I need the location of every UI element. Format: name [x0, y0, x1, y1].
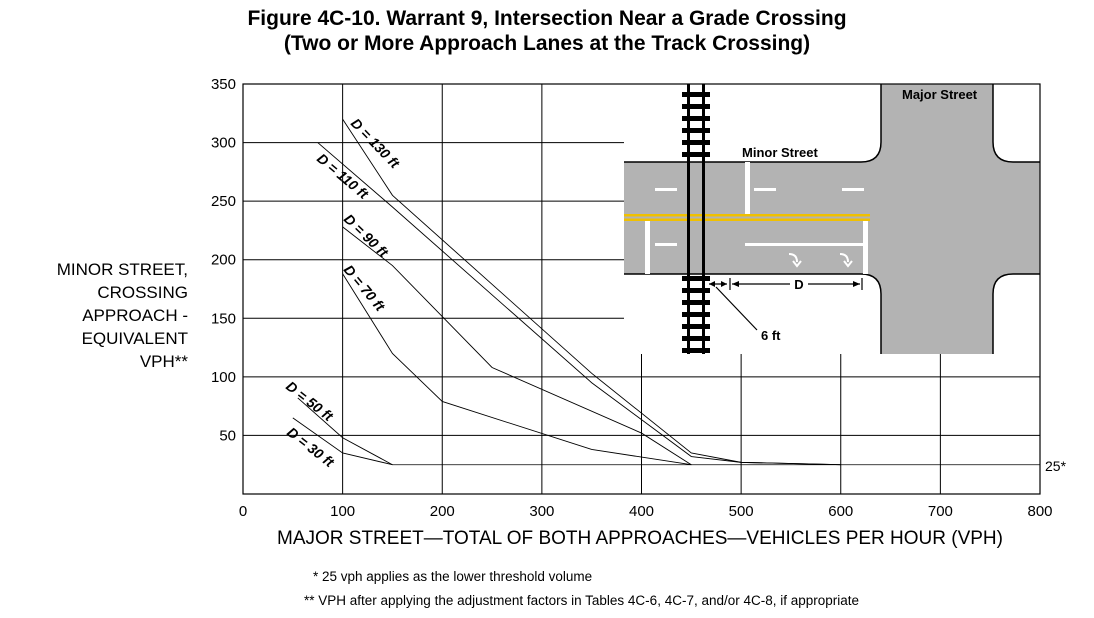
x-tick-label: 600 — [828, 503, 853, 520]
series-line-1 — [317, 142, 841, 466]
threshold-label: 25* — [1045, 458, 1067, 474]
right-turn-arrow-icon — [788, 253, 798, 263]
series-label-1: D = 110 ft — [314, 150, 372, 203]
y-tick-label: 250 — [211, 193, 236, 210]
series-label-0: D = 130 ft — [348, 115, 404, 172]
plot-frame — [242, 83, 1041, 495]
series-label-2: D = 90 ft — [341, 211, 393, 262]
major-street-label: Major Street — [902, 87, 978, 102]
series-line-4 — [297, 397, 393, 466]
x-axis-label: MAJOR STREET—TOTAL OF BOTH APPROACHES—VE… — [277, 528, 1003, 549]
y-axis-label-line-4: EQUIVALENT — [81, 329, 188, 348]
offset-label: 6 ft — [761, 328, 781, 343]
y-axis-label-line-3: APPROACH - — [82, 306, 188, 325]
y-tick-label: 100 — [211, 369, 236, 386]
x-tick-label: 200 — [430, 503, 455, 520]
x-tick-label: 700 — [928, 503, 953, 520]
x-tick-label: 100 — [330, 503, 355, 520]
railroad-track-icon — [682, 84, 710, 354]
axes: 0 100 200 300 400 500 600 700 800 50 100 150 200 250 3… — [211, 76, 1053, 520]
y-axis-label-line-2: CROSSING — [97, 283, 188, 302]
footnote-1: * 25 vph applies as the lower threshold … — [313, 569, 592, 584]
y-tick-label: 350 — [211, 76, 236, 93]
x-tick-label: 300 — [529, 503, 554, 520]
y-tick-label: 50 — [219, 427, 236, 444]
minor-street-road — [624, 162, 1040, 274]
series-label-3: D = 70 ft — [341, 262, 389, 315]
minor-street-label: Minor Street — [742, 145, 819, 160]
x-tick-label: 800 — [1027, 503, 1052, 520]
y-axis-label-line-5: VPH** — [139, 352, 188, 371]
y-tick-label: 150 — [211, 310, 236, 327]
chart-subtitle: (Two or More Approach Lanes at the Track… — [283, 32, 811, 55]
y-tick-label: 300 — [211, 135, 236, 152]
chart-title: Figure 4C-10. Warrant 9, Intersection Ne… — [247, 7, 847, 30]
x-tick-label: 500 — [729, 503, 754, 520]
right-turn-arrow-icon — [839, 253, 849, 263]
series-line-3 — [342, 273, 692, 466]
y-axis-label-line-1: MINOR STREET, — [56, 260, 188, 279]
series-label-4: D = 50 ft — [283, 378, 337, 425]
y-tick-label: 200 — [211, 252, 236, 269]
intersection-inset: Major Street Minor Street D 6 ft — [624, 84, 1040, 354]
series-line-2 — [342, 226, 692, 466]
distance-label: D — [794, 277, 803, 292]
footnote-2: ** VPH after applying the adjustment fac… — [304, 593, 859, 608]
x-tick-label: 400 — [629, 503, 654, 520]
series-line-5 — [292, 417, 393, 466]
x-tick-label: 0 — [239, 503, 247, 520]
